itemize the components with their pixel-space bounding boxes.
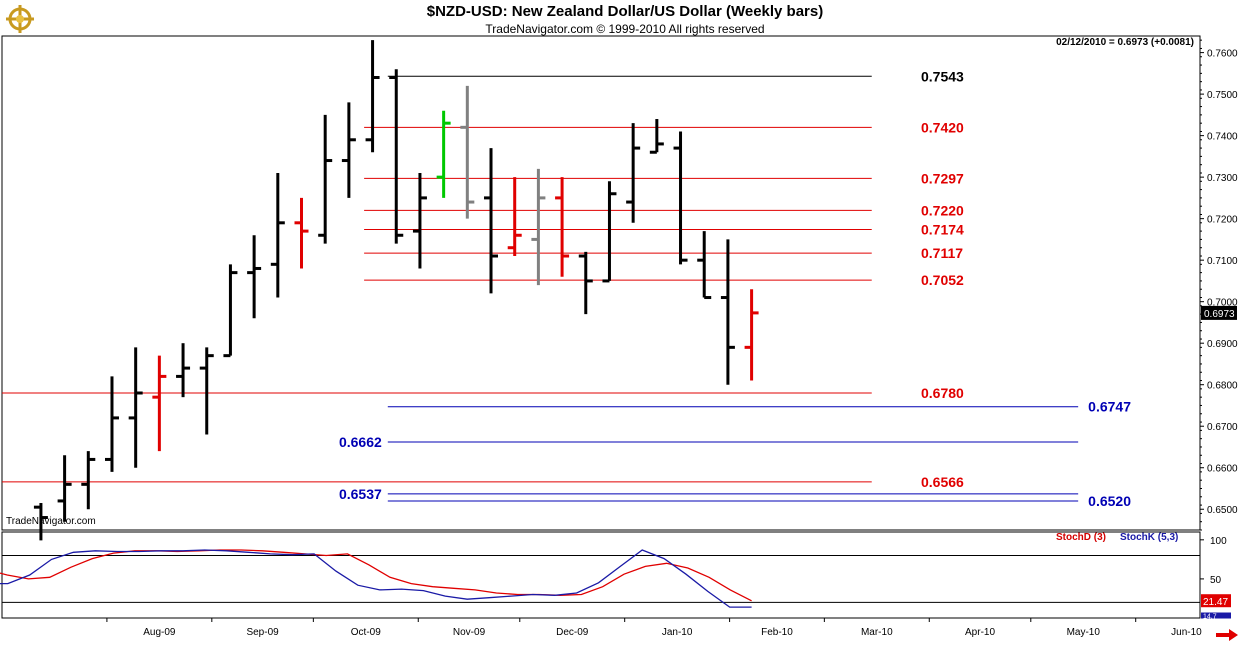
y-tick-label: 0.7500 [1207,90,1238,101]
y-tick-label: 0.6900 [1207,339,1238,350]
indicator-panel-frame [1,531,1201,619]
y-tick-label: 0.7200 [1207,215,1238,226]
x-tick-label: Mar-10 [861,627,893,638]
y-tick-label: 0.6700 [1207,422,1238,433]
ohlc-bar [578,251,593,315]
watermark-text: TradeNavigator.com [6,516,96,527]
x-tick-label: May-10 [1067,627,1101,638]
last-price-marker [1201,305,1237,320]
x-tick-label: Aug-09 [143,627,176,638]
x-tick-label: Apr-10 [965,627,995,638]
ohlc-bar [720,239,735,385]
last-price-info: 02/12/2010 = 0.6973 (+0.0081) [1056,37,1194,48]
level-label: 0.6520 [1088,493,1131,509]
tradenavigator-logo-icon [3,3,37,40]
x-tick-label: Sep-09 [246,627,279,638]
y-tick-label: 0.6600 [1207,464,1238,475]
ohlc-bar [412,172,427,269]
level-label: 0.7174 [921,221,964,237]
price-panel-frame [1,35,1201,531]
ohlc-bar [365,40,380,153]
y-tick-label: 0.7300 [1207,173,1238,184]
stochd-legend: StochD (3) [1056,532,1106,543]
y-tick-label: 0.6500 [1207,505,1238,516]
ohlc-bar [341,102,356,198]
ohlc-bar [673,131,688,265]
ohlc-bar [223,264,238,358]
ohlc-bar [649,119,664,154]
ohlc-bar [270,172,285,298]
ind-y-tick-label: 100 [1210,536,1227,547]
x-tick-label: Feb-10 [761,627,793,638]
ohlc-bar [531,168,546,286]
ohlc-bar [436,110,451,198]
ohlc-bar [602,181,617,283]
ohlc-bar [697,231,712,300]
y-tick-label: 0.7600 [1207,49,1238,60]
level-label: 0.6662 [339,434,382,450]
level-label: 0.7420 [921,119,964,135]
ohlc-bar [199,347,214,435]
ohlc-bar [104,376,119,472]
stochk-line [0,549,752,608]
scroll-right-arrow-icon[interactable] [1214,628,1240,647]
x-tick-label: Nov-09 [453,627,486,638]
ind-y-tick-label: 50 [1210,575,1222,586]
level-label: 0.7543 [921,68,964,84]
ohlc-bar [318,114,333,244]
ohlc-bar [294,197,309,269]
ohlc-bar [152,355,167,452]
y-tick-label: 0.6800 [1207,381,1238,392]
level-label: 0.7220 [921,202,964,218]
ohlc-bar [626,123,641,223]
x-tick-label: Oct-09 [351,627,381,638]
ohlc-bar [57,455,72,522]
level-label: 0.7297 [921,170,964,186]
stochd-line [0,549,752,602]
y-tick-label: 0.7000 [1207,298,1238,309]
ohlc-bar [744,289,759,381]
stochd-value-label: 21.47 [1203,597,1228,608]
ohlc-bar [81,451,96,510]
level-label: 0.6537 [339,486,382,502]
stochd-value-marker [1201,594,1231,608]
ohlc-bar [555,177,570,277]
last-price-label: 0.6973 [1204,309,1235,320]
stochk-value-marker [1201,612,1231,619]
ohlc-bar [33,503,48,541]
ohlc-bar [507,177,522,257]
level-label: 0.6566 [921,474,964,490]
level-label: 0.7052 [921,272,964,288]
stochk-legend: StochK (5,3) [1120,532,1179,543]
ohlc-bar [247,235,262,319]
x-tick-label: Jan-10 [662,627,693,638]
y-tick-label: 0.7100 [1207,256,1238,267]
ohlc-bar [389,69,404,244]
level-label: 0.7117 [921,245,963,261]
y-tick-label: 0.7400 [1207,132,1238,143]
level-label: 0.6747 [1088,399,1131,415]
stochk-value-label: 14.7 [1203,614,1217,621]
ohlc-bar [176,343,191,398]
chart-subtitle: TradeNavigator.com © 1999-2010 All right… [485,22,765,36]
ohlc-bar [484,148,499,294]
x-tick-label: Dec-09 [556,627,589,638]
x-tick-label: Jun-10 [1171,627,1202,638]
ohlc-bar [128,347,143,468]
chart-title: $NZD-USD: New Zealand Dollar/US Dollar (… [426,3,824,20]
level-label: 0.6780 [921,385,964,401]
ohlc-bar [460,85,475,219]
